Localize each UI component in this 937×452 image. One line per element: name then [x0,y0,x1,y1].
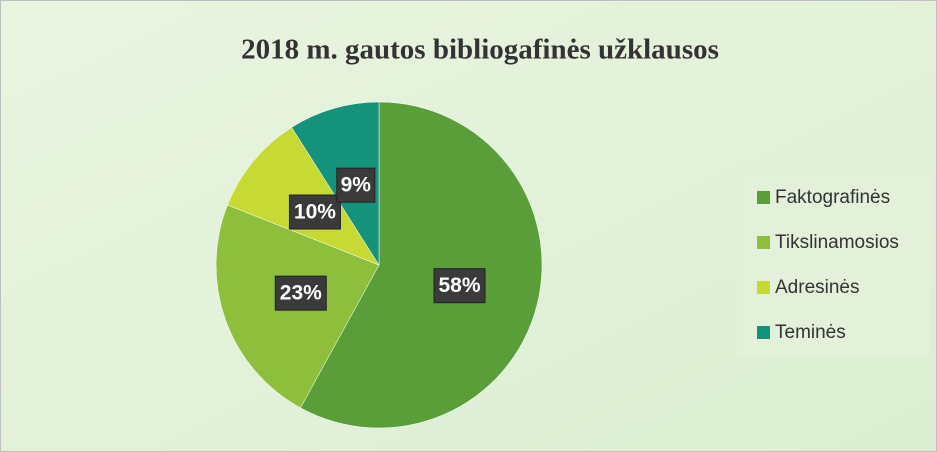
pie-slice [291,101,380,266]
legend-label: Adresinės [775,277,860,298]
data-label: 58% [439,274,481,297]
data-label-box [288,194,341,230]
data-label: 10% [294,201,336,224]
legend-swatch [757,191,770,204]
legend-label: Teminės [775,322,846,343]
legend-label: Faktografinės [775,187,890,208]
chart-title: 2018 m. gautos bibliogafinės užklausos [241,34,719,66]
legend-box [737,175,930,355]
data-label-box [274,275,327,311]
legend-label: Tikslinamosios [775,232,899,253]
legend-swatch [757,281,770,294]
data-label: 9% [341,174,372,197]
pie-slice [300,101,543,429]
data-label-box [433,268,486,304]
data-label-box [336,167,376,203]
legend-swatch [757,326,770,339]
legend-swatch [757,236,770,249]
data-label: 23% [280,282,322,305]
